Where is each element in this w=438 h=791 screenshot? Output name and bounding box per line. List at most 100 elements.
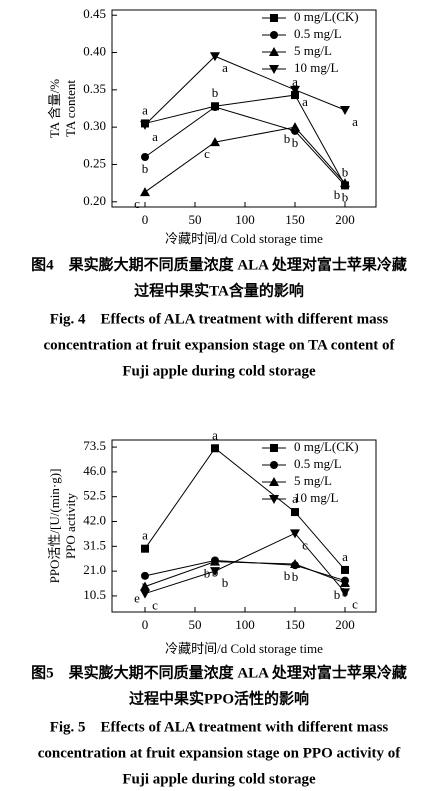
y-axis-title: PPO activity xyxy=(63,492,78,559)
y-axis-title: TA 含量/% xyxy=(47,79,62,138)
series-line xyxy=(144,55,346,126)
x-tick-label: 200 xyxy=(335,617,355,632)
y-tick-label: 0.35 xyxy=(83,81,106,96)
caption-en: concentration at fruit expansion stage o… xyxy=(38,745,401,761)
marker xyxy=(140,581,150,591)
legend-label: 0.5 mg/L xyxy=(294,26,342,41)
point-label: a xyxy=(142,528,148,543)
caption-en: concentration at fruit expansion stage o… xyxy=(43,337,395,353)
caption-cn: 过程中果实TA含量的影响 xyxy=(134,281,304,299)
y-tick-label: 73.5 xyxy=(83,438,106,453)
marker xyxy=(290,559,300,569)
caption-en: Fig. 4 Effects of ALA treatment with dif… xyxy=(50,311,389,327)
point-label: b xyxy=(212,85,219,100)
x-tick-label: 100 xyxy=(235,617,255,632)
marker xyxy=(290,529,300,539)
y-tick-label: 0.45 xyxy=(83,6,106,21)
point-label: a xyxy=(342,549,348,564)
x-axis-title: 冷藏时间/d Cold storage time xyxy=(165,641,323,656)
marker xyxy=(291,508,299,517)
marker xyxy=(291,91,299,100)
point-label: b xyxy=(342,189,349,204)
legend-label: 0 mg/L(CK) xyxy=(294,439,359,454)
point-label: c xyxy=(352,596,358,611)
series-line xyxy=(144,126,346,193)
marker xyxy=(141,571,149,580)
series-line xyxy=(144,559,346,582)
point-label: e xyxy=(134,590,140,605)
caption-cn: 图5 果实膨大期不同质量浓度 ALA 处理对富士苹果冷藏 xyxy=(31,663,407,681)
y-tick-label: 42.0 xyxy=(83,512,106,527)
point-label: a xyxy=(222,60,228,75)
marker xyxy=(140,589,150,599)
caption-en: Fig. 5 Effects of ALA treatment with dif… xyxy=(50,719,389,735)
point-label: a xyxy=(302,94,308,109)
series-line xyxy=(144,106,346,186)
series-line xyxy=(144,561,346,587)
caption-cn: 过程中果实PPO活性的影响 xyxy=(129,689,309,707)
legend-marker xyxy=(269,65,279,74)
point-label: c xyxy=(152,598,158,613)
marker xyxy=(211,103,219,112)
point-label: b xyxy=(334,187,341,202)
legend-marker xyxy=(269,477,279,486)
point-label: c xyxy=(302,537,308,552)
legend-marker xyxy=(270,14,278,22)
point-label: b xyxy=(142,161,149,176)
point-label: b xyxy=(334,587,341,602)
x-tick-label: 0 xyxy=(142,212,149,227)
point-label: b xyxy=(222,575,229,590)
legend-label: 10 mg/L xyxy=(294,490,338,505)
marker xyxy=(141,544,149,553)
series-line xyxy=(144,94,346,186)
y-tick-label: 0.30 xyxy=(83,118,106,133)
point-label: b xyxy=(204,566,211,581)
legend-label: 10 mg/L xyxy=(294,60,338,75)
legend-label: 0 mg/L(CK) xyxy=(294,9,359,24)
point-label: a xyxy=(292,491,298,506)
marker xyxy=(340,105,350,115)
marker xyxy=(141,153,149,162)
y-tick-label: 46.0 xyxy=(83,463,106,478)
x-tick-label: 50 xyxy=(189,212,202,227)
point-label: b xyxy=(342,164,349,179)
marker xyxy=(340,178,350,188)
legend-marker xyxy=(270,31,278,39)
marker xyxy=(210,52,220,62)
legend-marker xyxy=(270,444,278,452)
plot-frame xyxy=(111,439,377,613)
caption-en: Fuji apple during cold storage xyxy=(122,363,316,379)
series-line xyxy=(144,447,346,571)
legend-marker xyxy=(269,495,279,504)
x-tick-label: 50 xyxy=(189,617,202,632)
point-label: b xyxy=(292,569,299,584)
y-axis-title: TA content xyxy=(63,80,78,137)
point-label: c xyxy=(134,196,140,211)
legend-label: 5 mg/L xyxy=(294,43,332,58)
x-tick-label: 150 xyxy=(285,617,305,632)
marker xyxy=(210,556,220,566)
y-tick-label: 0.40 xyxy=(83,44,106,59)
x-tick-label: 0 xyxy=(142,617,149,632)
legend-marker xyxy=(269,47,279,56)
marker xyxy=(290,85,300,95)
marker xyxy=(140,187,150,197)
marker xyxy=(140,120,150,130)
point-label: c xyxy=(204,146,210,161)
point-label: b xyxy=(284,131,291,146)
marker xyxy=(340,577,350,587)
legend-label: 0.5 mg/L xyxy=(294,456,342,471)
caption-cn: 图4 果实膨大期不同质量浓度 ALA 处理对富士苹果冷藏 xyxy=(31,255,407,273)
marker xyxy=(210,137,220,147)
x-tick-label: 200 xyxy=(335,212,355,227)
marker xyxy=(210,567,220,577)
point-label: b xyxy=(292,135,299,150)
marker xyxy=(290,122,300,132)
point-label: a xyxy=(212,427,218,442)
series-line xyxy=(144,532,346,595)
point-label: a xyxy=(152,129,158,144)
y-axis-title: PPO活性/[U/(min·g)] xyxy=(47,469,62,584)
point-label: a xyxy=(352,114,358,129)
